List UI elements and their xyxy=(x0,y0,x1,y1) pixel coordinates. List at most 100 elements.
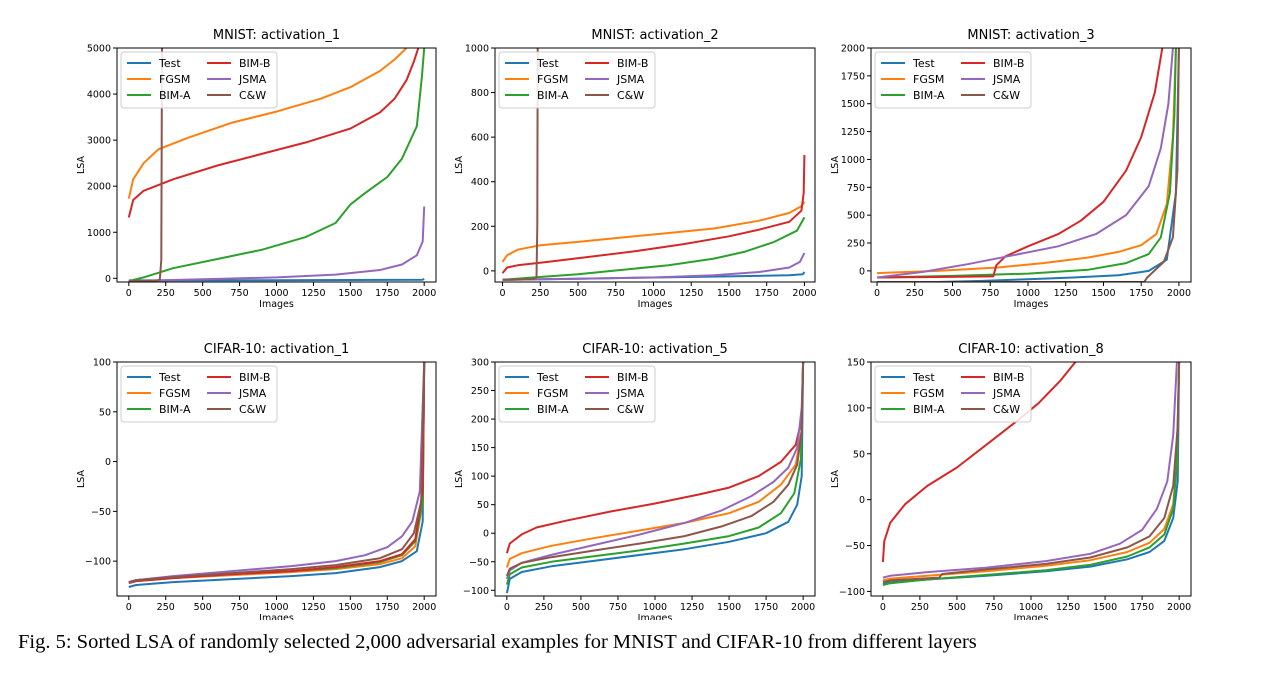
x-tick-label: 1000 xyxy=(643,602,667,613)
legend-label: JSMA xyxy=(616,73,645,86)
chart-panel-2: MNIST: activation_2 0 250 500 750 1000 1250 150… xyxy=(454,28,817,310)
series-line-candw xyxy=(882,362,1181,584)
x-tick-label: 500 xyxy=(943,288,961,299)
x-tick-label: 2000 xyxy=(1167,288,1191,299)
x-tick-label: 1000 xyxy=(264,288,288,299)
y-tick-label: 1000 xyxy=(465,44,489,55)
legend-label: Test xyxy=(536,371,559,384)
legend-label: BIM-B xyxy=(617,371,648,384)
legend-label: BIM-B xyxy=(617,57,648,70)
y-tick-label: 3000 xyxy=(87,136,111,147)
chart-title: MNIST: activation_3 xyxy=(967,28,1094,43)
y-tick-label: 1250 xyxy=(841,127,865,138)
x-tick-label: 250 xyxy=(535,602,553,613)
y-tick-label: 200 xyxy=(471,415,489,426)
x-tick-label: 750 xyxy=(609,602,627,613)
x-tick-label: 1500 xyxy=(1093,602,1117,613)
legend: Test FGSM BIM-A BIM-B JSMA C&W xyxy=(874,51,1032,109)
x-tick-label: 500 xyxy=(572,602,590,613)
y-tick-label: 750 xyxy=(847,183,865,194)
legend-label: FGSM xyxy=(159,73,190,86)
x-tick-label: 750 xyxy=(607,288,625,299)
x-tick-label: 2000 xyxy=(1167,602,1191,613)
x-tick-label: 1500 xyxy=(338,288,362,299)
x-tick-label: 0 xyxy=(500,288,506,299)
legend-label: BIM-A xyxy=(159,89,191,102)
series-line-bim-a xyxy=(505,362,805,585)
y-tick-label: 250 xyxy=(847,239,865,250)
series-line-jsma xyxy=(502,252,806,281)
x-tick-label: 0 xyxy=(126,288,132,299)
x-tick-label: 0 xyxy=(504,602,510,613)
x-tick-label: 250 xyxy=(906,288,924,299)
legend-label: BIM-A xyxy=(537,403,569,416)
series-line-bim-b xyxy=(881,362,1077,563)
x-axis-label: Images xyxy=(638,613,673,620)
chart-panel-6: CIFAR-10: activation_80 250 500 750 1000 1250… xyxy=(830,342,1192,620)
y-tick-label: 4000 xyxy=(87,90,111,101)
x-tick-label: 1000 xyxy=(1019,602,1043,613)
y-tick-label: 100 xyxy=(93,358,111,369)
series-line-fgsm xyxy=(127,48,408,199)
x-tick-label: 750 xyxy=(985,602,1003,613)
legend-label: JSMA xyxy=(992,387,1021,400)
series-line-bim-a xyxy=(502,216,806,281)
y-tick-label: 250 xyxy=(471,386,489,397)
x-tick-label: 1750 xyxy=(1129,288,1153,299)
legend-box xyxy=(498,51,656,109)
series-line-test xyxy=(128,277,425,282)
y-tick-label: 1000 xyxy=(841,155,865,166)
x-axis-label: Images xyxy=(259,299,294,310)
x-axis-label: Images xyxy=(1014,613,1049,620)
legend-box xyxy=(874,365,1032,423)
series-line-bim-b xyxy=(876,48,1164,279)
y-tick-label: 2000 xyxy=(87,182,111,193)
y-tick-label: 100 xyxy=(471,472,489,483)
x-tick-label: 0 xyxy=(874,288,880,299)
x-tick-label: 1000 xyxy=(1016,288,1040,299)
legend: Test FGSM BIM-A BIM-B JSMA C&W xyxy=(874,365,1032,423)
series-line-candw xyxy=(877,48,1180,282)
plot-frame xyxy=(494,47,816,283)
chart-panel-5: CIFAR-10: activation_50 250 500 750 1000 1250… xyxy=(454,342,816,620)
y-tick-label: 0 xyxy=(859,495,865,506)
legend-label: Test xyxy=(536,57,559,70)
x-tick-label: 1250 xyxy=(679,288,703,299)
x-tick-label: 1250 xyxy=(1054,288,1078,299)
x-tick-label: 1750 xyxy=(1130,602,1154,613)
series-line-test xyxy=(505,362,805,594)
x-tick-label: 750 xyxy=(231,288,249,299)
legend-label: C&W xyxy=(239,89,266,102)
series-lines xyxy=(128,362,426,588)
y-tick-label: 150 xyxy=(471,443,489,454)
x-tick-label: 1500 xyxy=(338,602,362,613)
y-tick-label: 50 xyxy=(853,449,865,460)
y-axis-label: LSA xyxy=(76,156,87,174)
legend-label: FGSM xyxy=(159,387,190,400)
x-tick-label: 750 xyxy=(231,602,249,613)
x-tick-label: 1000 xyxy=(264,602,288,613)
y-tick-label: 1750 xyxy=(841,71,865,82)
series-line-bim-b xyxy=(127,48,420,218)
x-tick-label: 1750 xyxy=(375,602,399,613)
legend-label: C&W xyxy=(239,403,266,416)
legend-box xyxy=(120,365,278,423)
y-tick-label: 300 xyxy=(471,358,489,369)
legend-label: Test xyxy=(912,57,935,70)
x-tick-label: 250 xyxy=(157,602,175,613)
series-lines xyxy=(881,362,1181,586)
y-tick-label: 100 xyxy=(847,403,865,414)
legend-label: FGSM xyxy=(537,73,568,86)
x-tick-label: 1750 xyxy=(375,288,399,299)
chart-title: CIFAR-10: activation_1 xyxy=(204,342,350,357)
series-line-bim-a xyxy=(128,48,426,282)
x-tick-label: 250 xyxy=(531,288,549,299)
series-line-bim-b xyxy=(501,154,806,274)
series-line-jsma xyxy=(876,48,1174,279)
legend-label: FGSM xyxy=(913,387,944,400)
x-tick-label: 2000 xyxy=(412,288,436,299)
x-tick-label: 1500 xyxy=(717,602,741,613)
series-line-candw xyxy=(128,48,163,282)
y-tick-label: 0 xyxy=(483,529,489,540)
series-line-jsma xyxy=(882,362,1178,579)
